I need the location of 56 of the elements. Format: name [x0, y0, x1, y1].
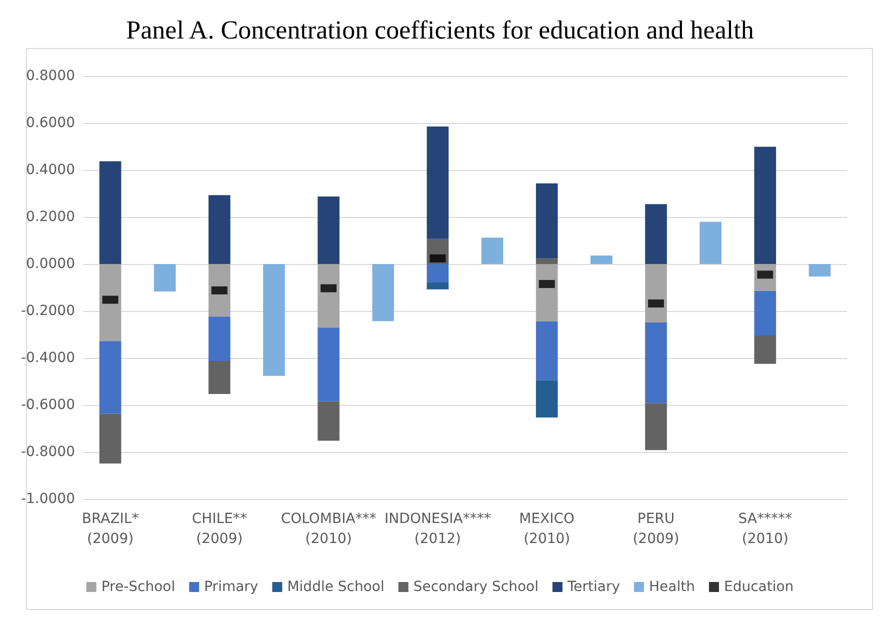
bar	[590, 256, 612, 264]
bar	[318, 328, 340, 402]
bar	[754, 291, 776, 336]
bar	[426, 126, 449, 239]
legend-label: Health	[649, 579, 695, 595]
bar	[99, 341, 122, 414]
bar	[263, 264, 285, 376]
y-tick-label: 0.6000	[26, 115, 75, 131]
bar	[99, 161, 122, 264]
x-tick-label: INDONESIA**** (2012)	[384, 511, 491, 547]
bar	[372, 264, 394, 322]
y-tick-label: 0.4000	[26, 162, 75, 178]
legend-label: Primary	[204, 579, 258, 595]
bar	[645, 204, 667, 264]
x-tick-label: BRAZIL* (2009)	[82, 511, 139, 547]
legend-label: Pre-School	[101, 579, 176, 595]
legend-label: Tertiary	[566, 579, 620, 595]
x-tick-label: CHILE** (2009)	[192, 511, 247, 547]
y-tick-label: 0.0000	[26, 256, 75, 272]
y-tick-label: -1.0000	[20, 491, 75, 507]
chart-title: Panel A. Concentration coefficients for education and health	[126, 16, 754, 44]
bar	[426, 264, 449, 282]
bar	[536, 183, 558, 258]
bar	[426, 282, 449, 290]
bar	[700, 222, 722, 264]
bar	[481, 238, 504, 264]
bar	[754, 335, 776, 364]
x-tick-label: PERU (2009)	[632, 511, 680, 547]
y-tick-label: -0.4000	[20, 350, 75, 366]
bar	[208, 195, 230, 264]
y-tick-label: -0.6000	[20, 397, 75, 413]
legend-label: Secondary School	[413, 579, 538, 595]
bar	[808, 264, 831, 276]
x-tick-label: COLOMBIA*** (2010)	[280, 511, 376, 547]
y-tick-label: 0.2000	[26, 209, 75, 225]
bar	[645, 403, 667, 450]
bar	[318, 196, 340, 264]
bar	[99, 414, 122, 464]
bar	[208, 361, 230, 394]
legend-label: Education	[724, 579, 794, 595]
bar	[154, 264, 176, 292]
y-tick-label: -0.2000	[20, 303, 75, 319]
legend-label: Middle School	[287, 579, 384, 595]
bar	[754, 146, 776, 264]
bar	[318, 401, 340, 441]
bar	[99, 264, 122, 342]
y-tick-label: -0.8000	[20, 444, 75, 460]
bar	[318, 264, 340, 328]
x-tick-label: MEXICO (2010)	[519, 511, 575, 547]
bar	[208, 316, 230, 362]
y-tick-label: 0.8000	[26, 68, 75, 84]
bar	[645, 322, 667, 404]
bar	[536, 321, 558, 380]
bar	[536, 258, 558, 264]
x-tick-label: SA***** (2010)	[738, 511, 792, 547]
bar	[536, 380, 558, 418]
